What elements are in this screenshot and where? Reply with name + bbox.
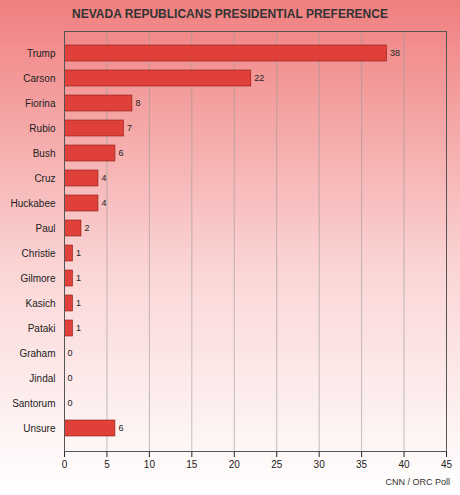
svg-text:40: 40 <box>398 459 410 470</box>
svg-text:Cruz: Cruz <box>34 173 55 184</box>
svg-text:20: 20 <box>229 459 241 470</box>
svg-text:Pataki: Pataki <box>28 323 56 334</box>
svg-text:Fiorina: Fiorina <box>25 98 56 109</box>
svg-text:25: 25 <box>271 459 283 470</box>
svg-text:1: 1 <box>76 323 81 333</box>
svg-text:Carson: Carson <box>23 73 55 84</box>
svg-text:Bush: Bush <box>33 148 56 159</box>
svg-text:6: 6 <box>118 423 123 433</box>
svg-text:8: 8 <box>135 98 140 108</box>
svg-text:Unsure: Unsure <box>23 423 56 434</box>
svg-text:30: 30 <box>314 459 326 470</box>
svg-text:Huckabee: Huckabee <box>10 198 55 209</box>
svg-text:6: 6 <box>118 148 123 158</box>
svg-text:1: 1 <box>76 273 81 283</box>
svg-text:4: 4 <box>101 173 106 183</box>
svg-text:2: 2 <box>84 223 89 233</box>
svg-text:Paul: Paul <box>35 223 55 234</box>
svg-text:10: 10 <box>144 459 156 470</box>
svg-text:Jindal: Jindal <box>29 373 55 384</box>
html-text:NEVADA REPUBLICANS PRESIDENTIA: NEVADA REPUBLICANS PRESIDENTIAL PREFEREN… <box>72 7 388 21</box>
svg-text:45: 45 <box>441 459 453 470</box>
svg-text:Christie: Christie <box>22 248 56 259</box>
html-text:CNN / ORC Poll: CNN / ORC Poll <box>385 477 450 487</box>
svg-text:0: 0 <box>68 348 73 358</box>
svg-text:22: 22 <box>254 73 264 83</box>
svg-text:35: 35 <box>356 459 368 470</box>
svg-text:1: 1 <box>76 298 81 308</box>
svg-text:0: 0 <box>62 459 68 470</box>
svg-text:15: 15 <box>186 459 198 470</box>
svg-text:7: 7 <box>127 123 132 133</box>
svg-text:4: 4 <box>101 198 106 208</box>
svg-text:Graham: Graham <box>19 348 55 359</box>
svg-text:0: 0 <box>68 398 73 408</box>
svg-text:1: 1 <box>76 248 81 258</box>
svg-text:Gilmore: Gilmore <box>20 273 55 284</box>
svg-text:Kasich: Kasich <box>25 298 55 309</box>
svg-text:Trump: Trump <box>27 48 56 59</box>
svg-text:Santorum: Santorum <box>12 398 55 409</box>
svg-text:5: 5 <box>104 459 110 470</box>
svg-text:0: 0 <box>68 373 73 383</box>
svg-text:38: 38 <box>390 48 400 58</box>
svg-text:Rubio: Rubio <box>29 123 56 134</box>
